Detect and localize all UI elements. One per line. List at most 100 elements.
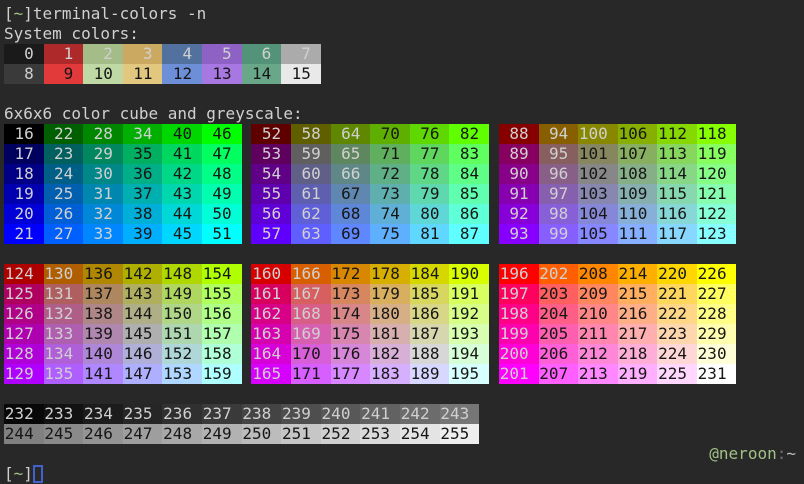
cube-color-cell-204: 204 [538,304,579,324]
system-colors-heading: System colors: [4,24,139,43]
cube-block-6: 196 202 208 214 220 226 197 203 209 215 221 227 198 2… [498,264,737,384]
blank-line [4,384,804,404]
cube-color-cell-187: 187 [409,324,450,344]
cube-block-row: 128 134 140 146 152 158 [4,344,242,364]
cube-color-cell-223: 223 [657,324,697,344]
cube-block-row: 164 170 176 182 188 194 [251,344,490,364]
cube-color-cell-213: 213 [578,364,618,384]
cube-color-cell-19: 19 [4,184,44,204]
cube-block-row: 55 61 67 73 79 85 [251,184,490,204]
cube-color-cell-30: 30 [83,164,123,184]
grey-color-cell-246: 246 [83,424,123,444]
cube-color-cell-193: 193 [449,324,490,344]
cube-block-row: 165 171 177 183 189 195 [251,364,490,384]
cube-block-row: 127 133 139 145 151 157 [4,324,242,344]
cube-color-cell-175: 175 [330,324,371,344]
system-color-cell-8: 8 [4,64,44,84]
cube-color-cell-173: 173 [330,284,371,304]
cube-block-row: 163 169 175 181 187 193 [251,324,490,344]
cube-color-cell-108: 108 [617,164,658,184]
blank-line [4,244,804,264]
cube-color-cell-123: 123 [696,224,737,244]
system-color-cell-11: 11 [122,64,163,84]
cube-color-cell-162: 162 [251,304,292,324]
grey-color-cell-233: 233 [43,404,84,424]
cube-color-cell-139: 139 [83,324,123,344]
cube-color-cell-188: 188 [409,344,450,364]
cube-block-row: 17 23 29 35 41 47 [4,144,242,164]
cube-color-cell-156: 156 [201,304,242,324]
cube-color-cell-104: 104 [578,204,618,224]
cube-color-cell-94: 94 [538,124,579,144]
cube-block-row: 201 207 213 219 225 231 [498,364,737,384]
cube-color-cell-64: 64 [330,124,371,144]
cube-color-cell-201: 201 [498,364,539,384]
system-color-cell-15: 15 [281,64,321,84]
cube-block-3: 88 94 100 106 112 118 89 95 101 107 113 119 90 96 102 1… [498,124,737,244]
cube-color-cell-133: 133 [43,324,84,344]
cube-color-cell-165: 165 [251,364,292,384]
cube-color-cell-52: 52 [251,124,292,144]
right-prompt-separator: : [776,444,787,463]
cube-color-cell-216: 216 [617,304,658,324]
cube-color-cell-185: 185 [409,284,450,304]
cube-block-row: 129 135 141 147 153 159 [4,364,242,384]
cube-color-cell-198: 198 [498,304,539,324]
cube-color-cell-98: 98 [538,204,579,224]
cube-color-cell-34: 34 [122,124,163,144]
cube-color-cell-131: 131 [43,284,84,304]
cube-color-cell-66: 66 [330,164,371,184]
cube-color-cell-96: 96 [538,164,579,184]
cube-color-cell-87: 87 [449,224,490,244]
cube-color-cell-93: 93 [498,224,539,244]
cube-color-cell-78: 78 [409,164,450,184]
cube-color-cell-116: 116 [657,204,697,224]
cube-block-row: 199 205 211 217 223 229 [498,324,737,344]
grey-color-cell-254: 254 [399,424,440,444]
cube-color-cell-65: 65 [330,144,371,164]
system-color-cell-5: 5 [201,44,242,64]
cube-color-cell-79: 79 [409,184,450,204]
cube-color-cell-106: 106 [617,124,658,144]
terminal-cursor [32,465,43,483]
system-color-cell-1: 1 [43,44,84,64]
cube-color-cell-81: 81 [409,224,450,244]
prompt-path: ~ [13,464,24,483]
cube-color-cell-107: 107 [617,144,658,164]
grey-color-cell-252: 252 [320,424,361,444]
cube-color-cell-166: 166 [291,264,331,284]
cube-block-row: 124 130 136 142 148 154 [4,264,242,284]
cube-color-cell-69: 69 [330,224,371,244]
cube-color-cell-102: 102 [578,164,618,184]
cube-color-cell-121: 121 [696,184,737,204]
cube-color-cell-40: 40 [162,124,202,144]
cube-color-cell-151: 151 [162,324,202,344]
cube-color-cell-160: 160 [251,264,292,284]
cube-color-cell-35: 35 [122,144,163,164]
cube-color-cell-97: 97 [538,184,579,204]
cube-color-cell-70: 70 [370,124,410,144]
cube-color-cell-17: 17 [4,144,44,164]
cube-color-cell-125: 125 [4,284,44,304]
cube-color-cell-167: 167 [291,284,331,304]
cube-color-cell-109: 109 [617,184,658,204]
cube-color-cell-117: 117 [657,224,697,244]
cube-color-cell-24: 24 [43,164,84,184]
cube-color-cell-105: 105 [578,224,618,244]
cube-color-cell-89: 89 [498,144,539,164]
cube-color-cell-143: 143 [122,284,163,304]
cube-color-cell-39: 39 [122,224,163,244]
grey-color-cell-243: 243 [439,404,480,424]
cube-color-cell-54: 54 [251,164,292,184]
cube-color-cell-58: 58 [291,124,331,144]
cube-color-cell-145: 145 [122,324,163,344]
cube-color-cell-110: 110 [617,204,658,224]
cube-color-cell-48: 48 [201,164,242,184]
cube-color-cell-168: 168 [291,304,331,324]
cube-color-cell-60: 60 [291,164,331,184]
grey-color-cell-232: 232 [4,404,44,424]
cube-block-row: 16 22 28 34 40 46 [4,124,242,144]
cube-color-cell-136: 136 [83,264,123,284]
cube-color-cell-170: 170 [291,344,331,364]
